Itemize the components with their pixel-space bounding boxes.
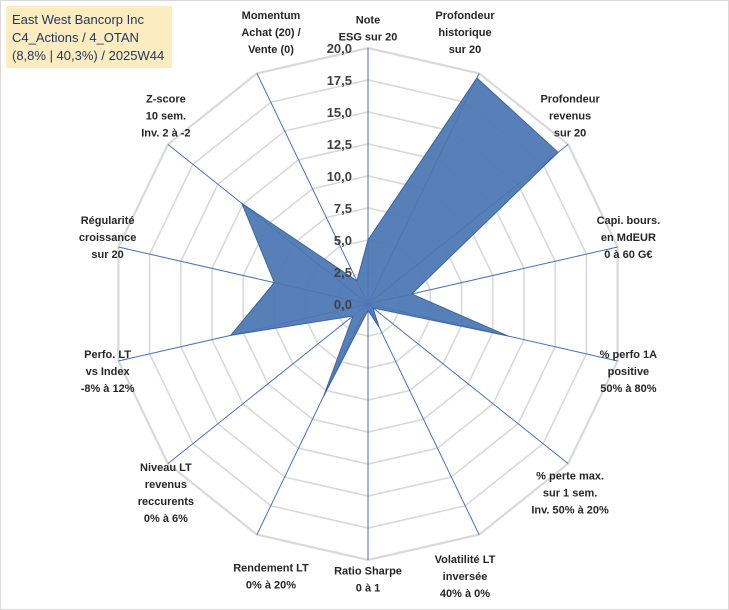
category-label-line: Inv. 2 à -2 (141, 128, 190, 140)
category-label-line: 0 à 1 (356, 583, 380, 595)
category-label-line: positive (608, 366, 650, 378)
tick-label: 17,5 (327, 73, 352, 88)
title-company: East West Bancorp Inc (12, 12, 144, 27)
axis-spoke (256, 73, 369, 305)
category-label: Z-score 10 sem. Inv. 2 à -2 (141, 94, 190, 140)
category-label: Momentum Achat (20) / Vente (0) (241, 10, 300, 56)
category-label: Profondeur revenus sur 20 (540, 94, 600, 140)
category-label-line: Régularité (81, 215, 135, 227)
category-label-line: % perfo 1A (600, 349, 658, 361)
axis-spoke (367, 303, 480, 535)
category-label-line: revenus (549, 111, 591, 123)
category-label-line: sur 1 sem. (543, 487, 597, 499)
category-label: % perfo 1A positive 50% à 80% (600, 349, 658, 395)
category-label-line: Volatilité LT (435, 554, 496, 566)
category-label-line: inversée (443, 571, 488, 583)
category-label: Capi. bours. en MdEUR 0 à 60 G€ (597, 215, 661, 261)
category-label-line: Momentum (242, 10, 301, 22)
radar-series (229, 77, 559, 397)
category-label-line: Note (356, 15, 380, 27)
category-label: Ratio Sharpe 0 à 1 (334, 566, 402, 595)
tick-label: 10,0 (327, 169, 352, 184)
category-label-line: sur 20 (554, 128, 586, 140)
radial-axis-ticks: 0,0 2,5 5,0 7,5 10,0 12,5 15,0 17,5 20,0 (327, 41, 352, 312)
category-label-line: Inv. 50% à 20% (531, 504, 609, 516)
tick-label: 15,0 (327, 105, 352, 120)
category-label-line: 10 sem. (146, 111, 186, 123)
category-label: Niveau LT revenus reccurents 0% à 6% (138, 462, 194, 525)
category-label-line: Capi. bours. (597, 215, 661, 227)
category-label-line: vs Index (86, 366, 131, 378)
category-label-line: Profondeur (435, 10, 495, 22)
category-label-line: Achat (20) / (241, 27, 300, 39)
category-label: Profondeur historique sur 20 (435, 10, 495, 56)
axis-spoke (367, 303, 569, 464)
title-stats: (8,8% | 40,3%) / 2025W44 (12, 48, 165, 63)
chart-title-box: East West Bancorp Inc C4_Actions / 4_OTA… (6, 6, 172, 68)
tick-label: 5,0 (334, 233, 352, 248)
axis-spoke (167, 303, 369, 464)
category-label-line: 50% à 80% (600, 383, 656, 395)
tick-label: 2,5 (334, 265, 352, 280)
category-label-line: Z-score (146, 94, 186, 106)
category-label: Note ESG sur 20 (339, 15, 398, 44)
category-label: Régularité croissance sur 20 (79, 215, 136, 261)
category-labels: Note ESG sur 20 Profondeur historique sur 20… (79, 10, 660, 600)
category-label-line: Vente (0) (248, 44, 294, 56)
tick-label: 20,0 (327, 41, 352, 56)
category-label-line: Perfo. LT (84, 349, 131, 361)
category-label: % perte max. sur 1 sem. Inv. 50% à 20% (531, 470, 609, 516)
category-label: Rendement LT 0% à 20% (233, 563, 309, 592)
category-label-line: -8% à 12% (81, 383, 135, 395)
category-label-line: 0 à 60 G€ (604, 249, 652, 261)
tick-label: 7,5 (334, 201, 352, 216)
title-category: C4_Actions / 4_OTAN (12, 30, 139, 45)
category-label-line: reccurents (138, 496, 194, 508)
category-label-line: Profondeur (540, 94, 600, 106)
category-label-line: Rendement LT (233, 563, 309, 575)
tick-label: 12,5 (327, 137, 352, 152)
category-label-line: 0% à 6% (144, 513, 188, 525)
category-label-line: revenus (145, 479, 187, 491)
category-label-line: 0% à 20% (246, 580, 296, 592)
series-area (229, 77, 559, 397)
category-label-line: croissance (79, 232, 136, 244)
category-label-line: ESG sur 20 (339, 32, 398, 44)
category-label-line: sur 20 (91, 249, 123, 261)
category-label-line: Niveau LT (140, 462, 192, 474)
category-label-line: Ratio Sharpe (334, 566, 402, 578)
category-label-line: % perte max. (536, 470, 604, 482)
tick-label: 0,0 (334, 297, 352, 312)
category-label: Perfo. LT vs Index -8% à 12% (81, 349, 135, 395)
category-label: Volatilité LT inversée 40% à 0% (435, 554, 496, 600)
category-label-line: sur 20 (449, 44, 481, 56)
category-label-line: 40% à 0% (440, 588, 490, 600)
category-label-line: historique (438, 27, 491, 39)
category-label-line: en MdEUR (601, 232, 656, 244)
